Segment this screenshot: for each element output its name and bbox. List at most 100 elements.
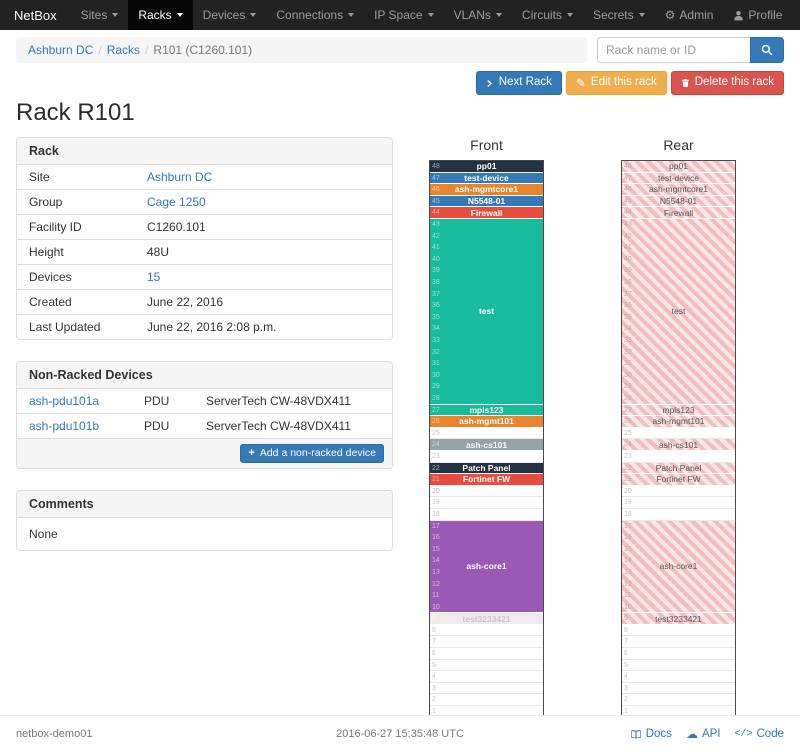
unit-number: 16 <box>432 534 440 542</box>
rack-unit-ash-mgmt101[interactable]: 26 ash-mgmt101 <box>622 416 735 428</box>
search-input[interactable] <box>597 37 750 63</box>
device-link[interactable]: ash-pdu101a <box>29 394 100 408</box>
device-label: ash-mgmtcore1 <box>454 184 519 195</box>
attr-label: Last Updated <box>17 314 135 339</box>
nav-item-vlans[interactable]: VLANs <box>444 0 512 30</box>
comments-body: None <box>29 527 58 541</box>
nav-item-profile[interactable]: Profile <box>723 0 792 30</box>
breadcrumb-item-ashburn-dc[interactable]: Ashburn DC <box>28 43 94 57</box>
unit-number: 11 <box>432 592 440 600</box>
rack-unit-pp01[interactable]: 48 pp01 <box>430 161 543 173</box>
unit-number: 37 <box>432 290 440 298</box>
unit-number: 25 <box>432 429 440 437</box>
rack-unit-ash-mgmt101[interactable]: 26 ash-mgmt101 <box>430 416 543 428</box>
add-non-racked-button[interactable]: + Add a non-racked device <box>240 444 384 463</box>
rack-unit-test[interactable]: 43 42 41 40 39 38 37 36 35 34 33 32 31 30 29 28 test <box>430 218 543 405</box>
footer-link-label: API <box>701 728 721 740</box>
nav-item-ip-space[interactable]: IP Space <box>364 0 443 30</box>
device-label: test3233421 <box>655 613 702 624</box>
rack-unit-fortinet-fw[interactable]: 21 Fortinet FW <box>430 474 543 486</box>
nav-item-connections[interactable]: Connections <box>266 0 364 30</box>
breadcrumb-item-racks[interactable]: Racks <box>106 43 141 57</box>
attr-label: Devices <box>17 264 135 290</box>
rack-unit-mpls123[interactable]: 27 mpls123 <box>622 404 735 417</box>
rack-unit-firewall[interactable]: 44 Firewall <box>622 207 735 219</box>
footer-hostname: netbox-demo01 <box>16 728 93 740</box>
unit-number: 34 <box>432 325 440 333</box>
attr-value-link[interactable]: 15 <box>147 270 161 284</box>
rack-unit-test-device[interactable]: 47 test-device <box>430 172 543 185</box>
unit-number: 36 <box>624 302 632 310</box>
unit-number: 33 <box>432 336 440 344</box>
unit-number: 31 <box>432 360 440 368</box>
edit-rack-button[interactable]: ✎ Edit this rack <box>565 71 667 95</box>
nav-item-admin[interactable]: ⚙ Admin <box>655 0 724 30</box>
front-title: Front <box>470 137 503 153</box>
unit-number: 19 <box>624 499 632 507</box>
rack-unit-ash-cs101[interactable]: 24 ash-cs101 <box>622 439 735 451</box>
rack-unit-test3233421[interactable]: 9 test3233421 <box>430 613 543 625</box>
rack-unit-patch-panel[interactable]: 22 Patch Panel <box>430 462 543 475</box>
unit-number: 8 <box>432 626 436 634</box>
rack-unit-ash-mgmtcore1[interactable]: 46 ash-mgmtcore1 <box>622 184 735 196</box>
rack-unit-pp01[interactable]: 48 pp01 <box>622 161 735 173</box>
nav-item-circuits[interactable]: Circuits <box>512 0 583 30</box>
delete-rack-button[interactable]: Delete this rack <box>670 71 784 95</box>
nav-item-devices[interactable]: Devices <box>193 0 267 30</box>
device-label: ash-cs101 <box>658 439 699 450</box>
unit-number: 9 <box>432 615 436 623</box>
unit-number: 11 <box>624 592 632 600</box>
nav-item-secrets[interactable]: Secrets <box>583 0 655 30</box>
rack-unit-test3233421[interactable]: 9 test3233421 <box>622 613 735 625</box>
footer-link-api[interactable]: ☁ API <box>686 728 721 740</box>
rack-rear: 48 pp01 47 test-device 46 ash-mgmtcore1 45 N554… <box>621 160 736 719</box>
nav-item-label: Circuits <box>521 8 562 22</box>
rack-unit-empty: 5 <box>430 659 543 672</box>
footer: netbox-demo01 2016-06-27 15:35:48 UTC Do… <box>0 715 800 753</box>
rack-unit-test[interactable]: 43 42 41 40 39 38 37 36 35 34 33 32 31 30 29 28 test <box>622 218 735 405</box>
device-label: N5548-01 <box>659 196 698 207</box>
unit-number: 32 <box>432 348 440 356</box>
nav-item-log-out[interactable]: Log out <box>792 0 800 30</box>
footer-link-docs[interactable]: Docs <box>630 728 672 740</box>
footer-links: Docs ☁ API </> Code <box>630 728 784 740</box>
device-link[interactable]: ash-pdu101b <box>29 419 100 433</box>
rack-unit-empty: 7 <box>622 636 735 649</box>
device-label: Fortinet FW <box>656 474 701 485</box>
rack-unit-patch-panel[interactable]: 22 Patch Panel <box>622 462 735 475</box>
unit-number: 9 <box>624 615 628 623</box>
rack-unit-test-device[interactable]: 47 test-device <box>622 172 735 185</box>
unit-number: 37 <box>624 290 632 298</box>
attr-value: Ashburn DC <box>135 165 392 190</box>
next-rack-button[interactable]: Next Rack <box>475 71 562 95</box>
unit-number: 39 <box>432 267 440 275</box>
rack-unit-firewall[interactable]: 44 Firewall <box>430 207 543 219</box>
rack-unit-ash-core1[interactable]: 17 16 15 14 13 12 11 10 ash-core1 <box>622 520 735 614</box>
unit-number: 10 <box>624 603 632 611</box>
footer-link-code[interactable]: </> Code <box>734 728 784 740</box>
main-content: Rack Site Ashburn DC Group Cage 1250 Facilit… <box>0 137 800 719</box>
unit-number: 7 <box>432 638 436 646</box>
unit-number: 40 <box>432 255 440 263</box>
rack-unit-fortinet-fw[interactable]: 21 Fortinet FW <box>622 474 735 486</box>
attr-value-link[interactable]: Cage 1250 <box>147 195 206 209</box>
nav-item-racks[interactable]: Racks <box>128 0 193 30</box>
search-button[interactable] <box>750 37 784 63</box>
brand[interactable]: NetBox <box>14 7 57 23</box>
table-row: ash-pdu101a PDU ServerTech CW-48VDX411 <box>17 389 392 414</box>
rack-unit-ash-mgmtcore1[interactable]: 46 ash-mgmtcore1 <box>430 184 543 196</box>
rack-unit-ash-core1[interactable]: 17 16 15 14 13 12 11 10 ash-core1 <box>430 520 543 614</box>
device-label: test-device <box>464 172 509 183</box>
rack-unit-mpls123[interactable]: 27 mpls123 <box>430 404 543 417</box>
unit-number: 28 <box>432 394 440 402</box>
rack-attr-rows: Site Ashburn DC Group Cage 1250 Facility ID C… <box>17 165 392 339</box>
nav-item-sites[interactable]: Sites <box>71 0 129 30</box>
rack-unit-n5548-01[interactable]: 45 N5548-01 <box>622 195 735 208</box>
unit-number: 6 <box>432 650 436 658</box>
rack-unit-n5548-01[interactable]: 45 N5548-01 <box>430 195 543 208</box>
rack-unit-ash-cs101[interactable]: 24 ash-cs101 <box>430 439 543 451</box>
device-label: Fortinet FW <box>462 474 511 485</box>
delete-rack-label: Delete this rack <box>694 76 774 89</box>
attr-value-link[interactable]: Ashburn DC <box>147 170 213 184</box>
rack-unit-empty: 2 <box>622 694 735 707</box>
